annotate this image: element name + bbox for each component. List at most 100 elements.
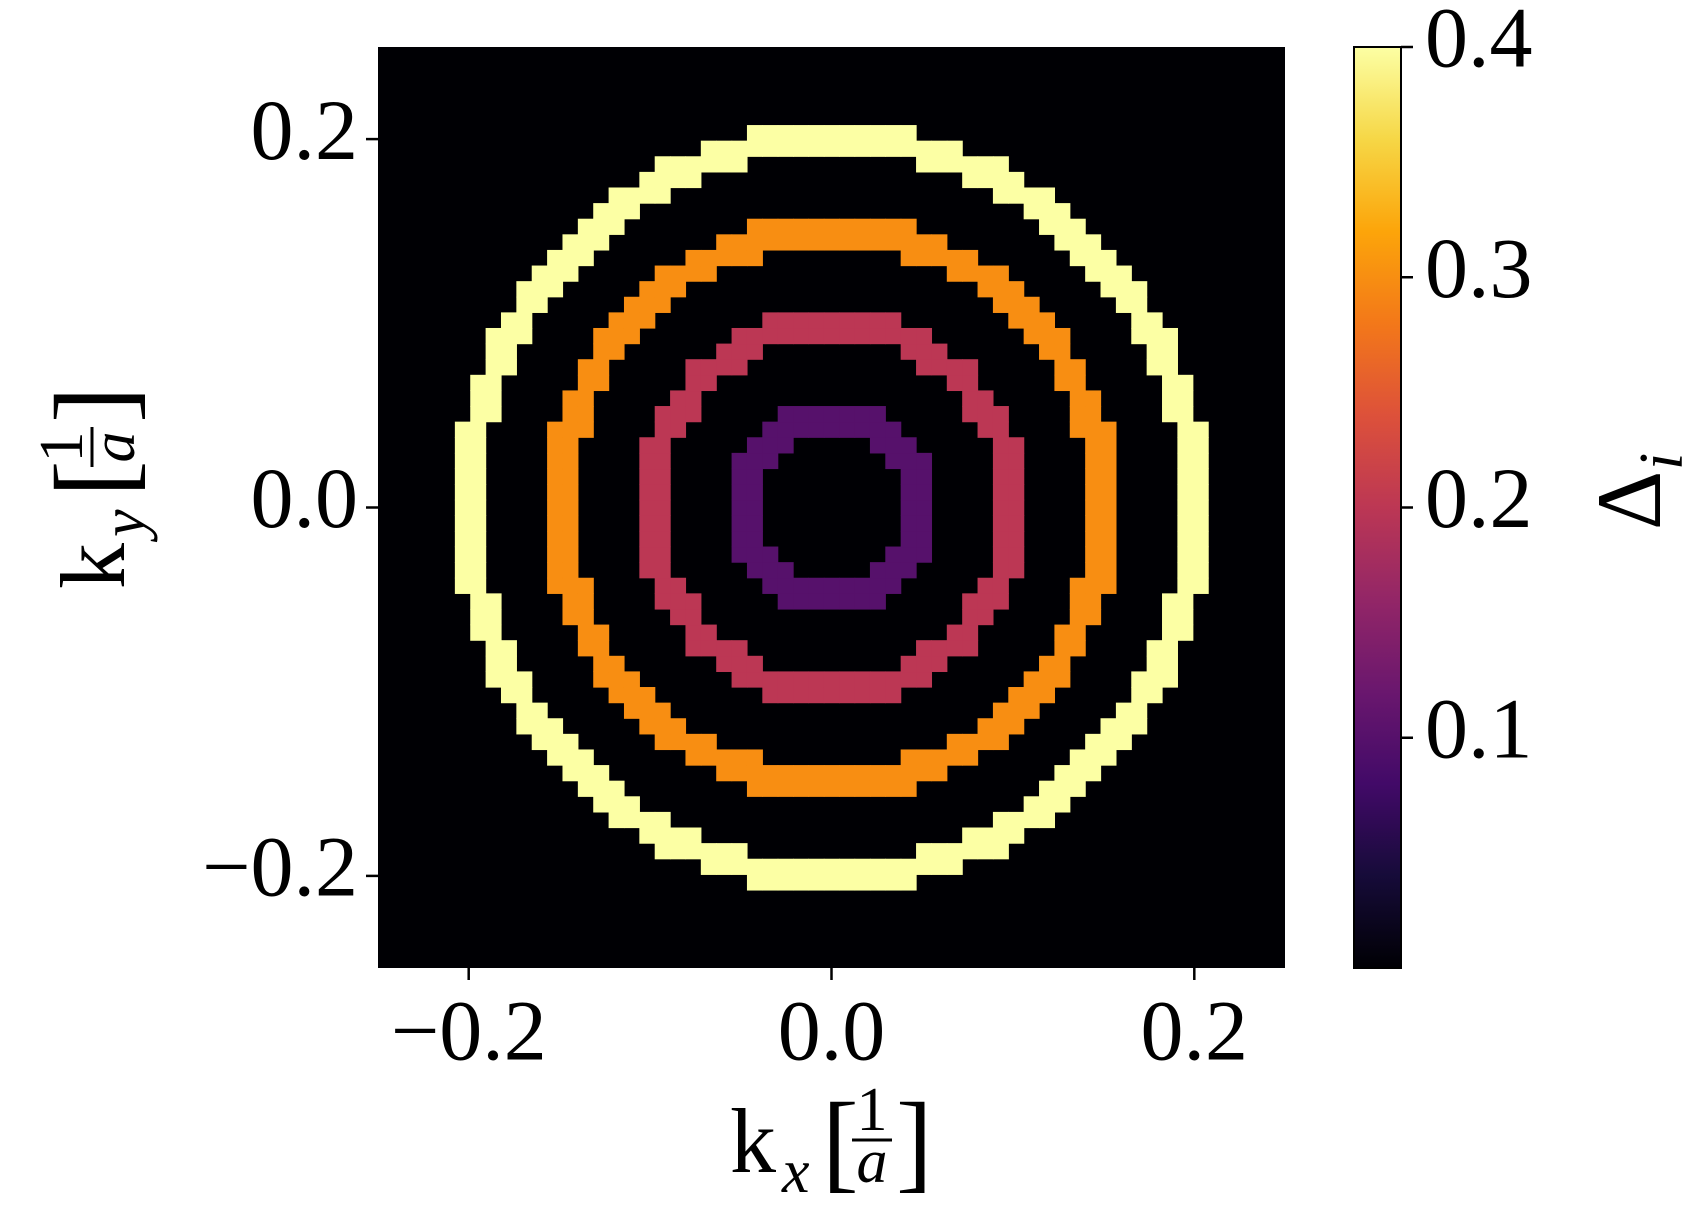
- heatmap-cell: [1146, 343, 1163, 360]
- heatmap-cell: [731, 765, 748, 782]
- heatmap-cell: [992, 593, 1009, 610]
- heatmap-cell: [746, 484, 763, 501]
- heatmap-cell: [639, 811, 656, 829]
- heatmap-cell: [762, 140, 779, 157]
- heatmap-cell: [823, 858, 840, 875]
- heatmap-cell: [500, 359, 517, 376]
- heatmap-cell: [577, 765, 594, 782]
- heatmap-cell: [916, 671, 933, 688]
- heatmap-cell: [900, 546, 917, 563]
- heatmap-cell: [470, 499, 487, 516]
- heatmap-cell: [885, 437, 902, 454]
- colorbar-label: Δ i: [1578, 453, 1696, 530]
- heatmap-cell: [547, 718, 564, 735]
- heatmap-cell: [823, 687, 840, 704]
- heatmap-cell: [793, 140, 810, 157]
- heatmap-cell: [823, 780, 840, 797]
- heatmap-cell: [992, 499, 1009, 516]
- heatmap-cell: [746, 327, 763, 345]
- heatmap-cell: [946, 156, 963, 173]
- heatmap-cell: [516, 671, 533, 688]
- heatmap-cell: [962, 608, 979, 626]
- heatmap-cell: [716, 140, 733, 157]
- heatmap-cell: [1039, 218, 1056, 235]
- heatmap-cell: [731, 671, 748, 688]
- heatmap-cell: [746, 499, 763, 516]
- heatmap-cell: [900, 515, 917, 532]
- heatmap-cell: [777, 140, 794, 157]
- heatmap-cell: [962, 249, 979, 267]
- heatmap-cell: [1069, 249, 1086, 267]
- heatmap-cell: [1008, 687, 1025, 704]
- heatmap-cell: [916, 468, 933, 485]
- heatmap-cell: [685, 359, 702, 376]
- heatmap-cell: [808, 858, 825, 875]
- heatmap-cell: [562, 468, 579, 485]
- heatmap-cell: [900, 780, 917, 797]
- heatmap-cell: [992, 468, 1009, 485]
- heatmap-cell: [1008, 530, 1025, 548]
- heatmap-cell: [992, 171, 1009, 189]
- heatmap-cell: [1069, 608, 1086, 626]
- heatmap-cell: [685, 249, 702, 267]
- heatmap-cell: [900, 343, 917, 360]
- heatmap-cell: [869, 671, 886, 688]
- heatmap-cell: [900, 125, 917, 142]
- heatmap-cell: [593, 203, 610, 220]
- heatmap-cell: [746, 452, 763, 470]
- heatmap-cell: [746, 858, 763, 875]
- heatmap-cell: [992, 733, 1009, 751]
- heatmap-cell: [762, 312, 779, 329]
- heatmap-cell: [516, 281, 533, 298]
- heatmap-cell: [1069, 234, 1086, 251]
- heatmap-cell: [577, 249, 594, 267]
- heatmap-cell: [823, 406, 840, 423]
- heatmap-cell: [1100, 281, 1117, 298]
- heatmap-cell: [485, 343, 502, 360]
- heatmap-cell: [854, 406, 871, 423]
- heatmap-cell: [746, 343, 763, 360]
- heatmap-cell: [916, 843, 933, 860]
- heatmap-cell: [731, 343, 748, 360]
- colorbar-tick-label: 0.2: [1425, 450, 1533, 546]
- heatmap-cell: [654, 515, 671, 532]
- heatmap-cell: [685, 171, 702, 189]
- heatmap-cell: [1115, 265, 1132, 282]
- heatmap-cell: [685, 827, 702, 844]
- heatmap-cell: [1085, 546, 1102, 563]
- heatmap-cell: [1054, 234, 1071, 251]
- heatmap-cell: [654, 452, 671, 470]
- heatmap-cell: [1085, 484, 1102, 501]
- heatmap-cell: [1131, 671, 1148, 688]
- heatmap-cell: [1115, 718, 1132, 735]
- heatmap-cell: [777, 671, 794, 688]
- heatmap-cell: [992, 702, 1009, 719]
- heatmap-cell: [839, 593, 856, 610]
- heatmap-cell: [1162, 327, 1178, 345]
- heatmap-cell: [654, 843, 671, 860]
- heatmap-cell: [823, 421, 840, 438]
- heatmap-cell: [777, 437, 794, 454]
- heatmap-cell: [1192, 530, 1209, 548]
- heatmap-cell: [1100, 515, 1117, 532]
- heatmap-cell: [946, 140, 963, 157]
- heatmap-cell: [900, 249, 917, 267]
- heatmap-cell: [746, 546, 763, 563]
- heatmap-cell: [808, 125, 825, 142]
- heatmap-cell: [654, 593, 671, 610]
- heatmap-cell: [1085, 515, 1102, 532]
- heatmap-cell: [577, 749, 594, 766]
- heatmap-cell: [977, 577, 994, 594]
- heatmap-cell: [593, 780, 610, 797]
- heatmap-cell: [1192, 421, 1209, 438]
- heatmap-cell: [1162, 374, 1178, 392]
- heatmap-cell: [654, 421, 671, 438]
- heatmap-cell: [992, 421, 1009, 438]
- heatmap-cell: [839, 687, 856, 704]
- heatmap-cell: [1177, 468, 1194, 485]
- heatmap-cell: [823, 671, 840, 688]
- heatmap-cell: [823, 312, 840, 329]
- heatmap-cell: [685, 374, 702, 392]
- heatmap-cell: [700, 624, 717, 641]
- heatmap-cell: [1023, 187, 1040, 204]
